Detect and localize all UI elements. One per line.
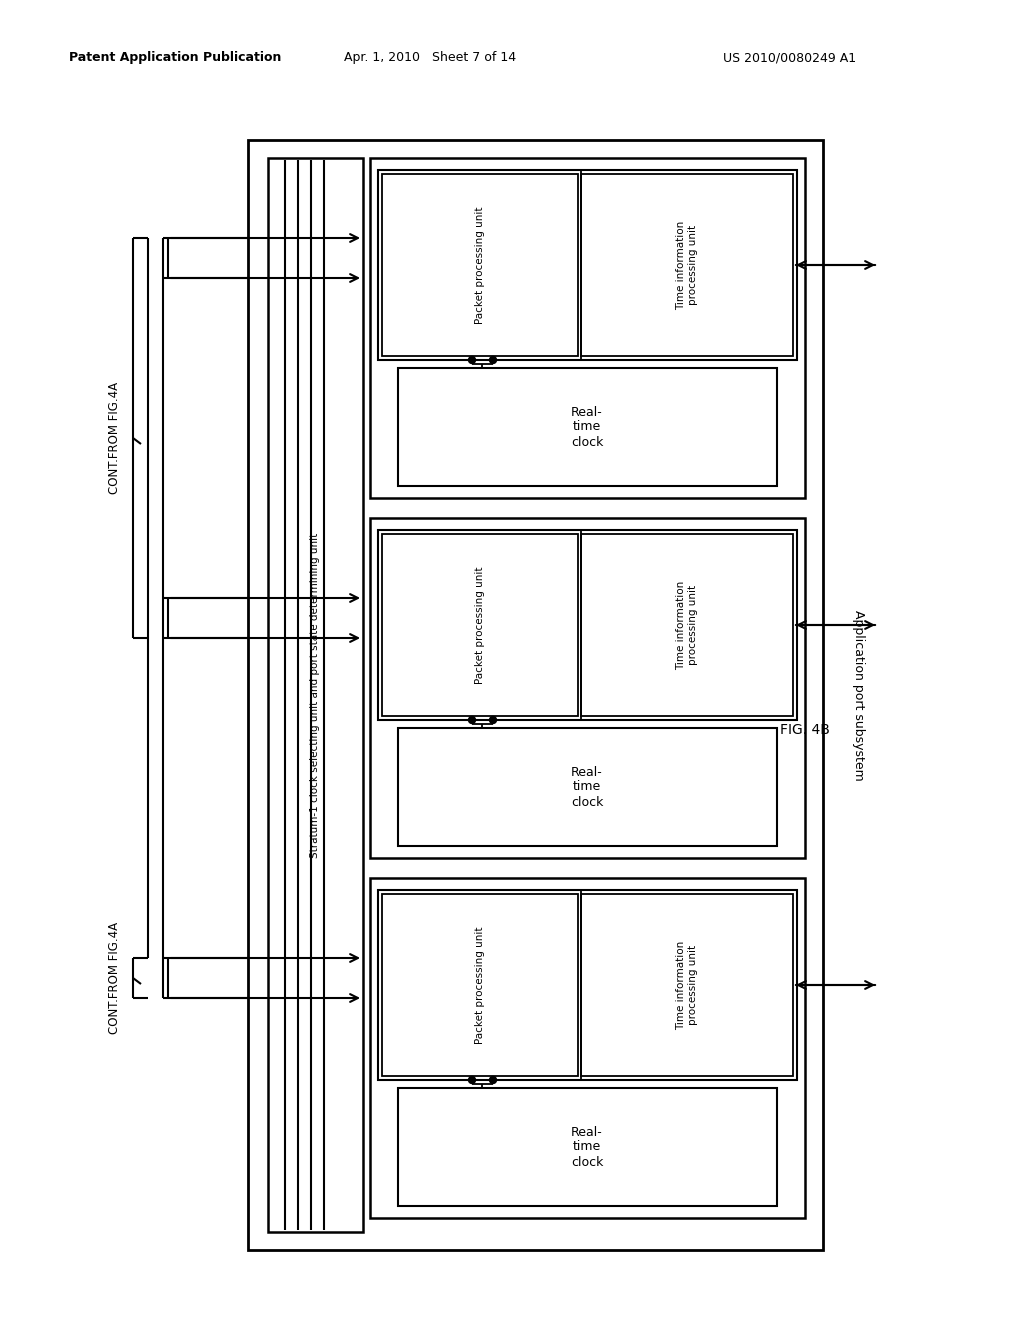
Text: Real-
time
clock: Real- time clock [570, 405, 603, 449]
Text: Apr. 1, 2010   Sheet 7 of 14: Apr. 1, 2010 Sheet 7 of 14 [344, 51, 516, 65]
Circle shape [489, 1077, 497, 1084]
Text: Packet processing unit: Packet processing unit [475, 566, 485, 684]
Text: Packet processing unit: Packet processing unit [475, 927, 485, 1044]
Text: US 2010/0080249 A1: US 2010/0080249 A1 [723, 51, 856, 65]
Circle shape [489, 717, 497, 723]
Text: CONT.FROM FIG.4A: CONT.FROM FIG.4A [109, 921, 122, 1034]
Circle shape [469, 1077, 475, 1084]
Circle shape [469, 717, 475, 723]
Circle shape [469, 356, 475, 363]
Bar [378, 531, 797, 719]
Text: Time information
processing unit: Time information processing unit [676, 581, 697, 669]
Bar [398, 1088, 777, 1206]
Bar [382, 894, 578, 1076]
Bar [382, 535, 578, 715]
Text: Real-
time
clock: Real- time clock [570, 766, 603, 808]
Bar [398, 729, 777, 846]
Bar [268, 158, 362, 1232]
Bar [398, 368, 777, 486]
Text: Time information
processing unit: Time information processing unit [676, 940, 697, 1030]
Bar [382, 174, 578, 356]
Text: CONT.FROM FIG.4A: CONT.FROM FIG.4A [109, 381, 122, 494]
Bar [248, 140, 823, 1250]
Bar [581, 894, 793, 1076]
Text: Stratum-1 clock selecting unit and port state determining unit: Stratum-1 clock selecting unit and port … [310, 532, 319, 858]
Text: Real-
time
clock: Real- time clock [570, 1126, 603, 1168]
Text: Application port subsystem: Application port subsystem [852, 610, 864, 780]
Bar [581, 535, 793, 715]
Text: Time information
processing unit: Time information processing unit [676, 220, 697, 310]
Bar [370, 878, 805, 1218]
Circle shape [489, 356, 497, 363]
Bar [581, 174, 793, 356]
Text: FIG. 4B: FIG. 4B [780, 723, 829, 737]
Text: Patent Application Publication: Patent Application Publication [69, 51, 282, 65]
Bar [378, 890, 797, 1080]
Bar [378, 170, 797, 360]
Bar [370, 517, 805, 858]
Bar [370, 158, 805, 498]
Text: Packet processing unit: Packet processing unit [475, 206, 485, 323]
